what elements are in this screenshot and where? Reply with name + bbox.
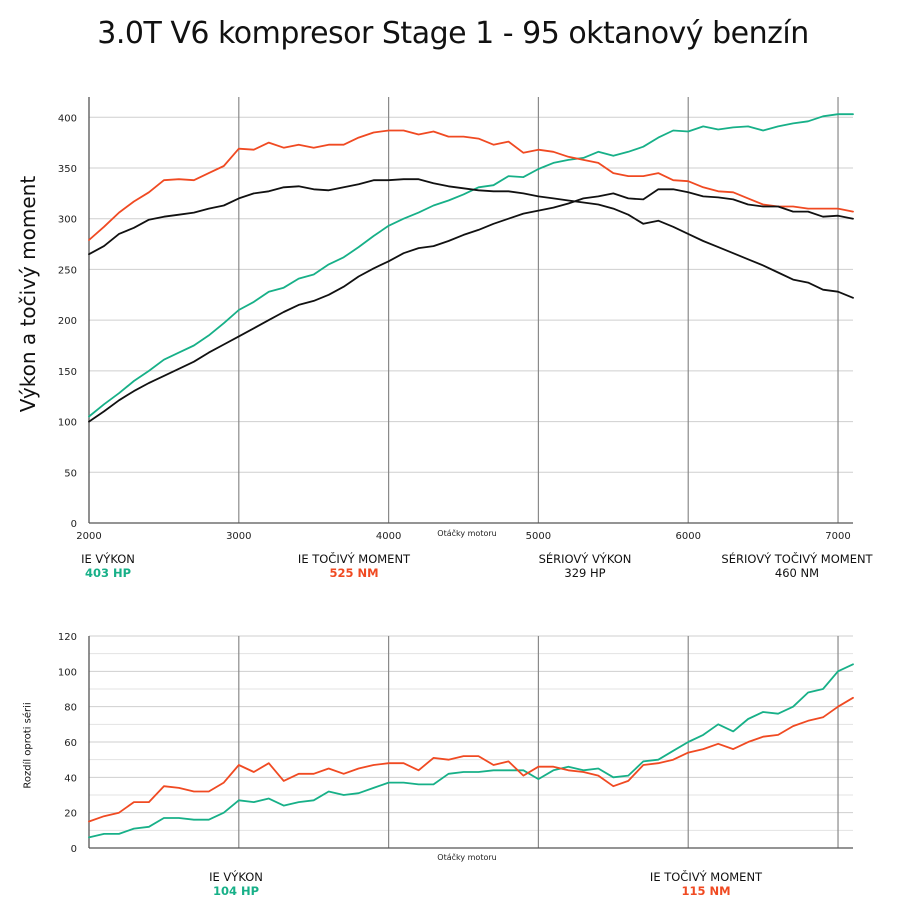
y-tick-label: 350: [58, 164, 77, 175]
legend-label: IE VÝKON: [209, 870, 263, 884]
x-tick-label: 6000: [675, 531, 700, 542]
bottom-chart-y-axis-label: Rozdíl oproti sérii: [22, 702, 34, 789]
series-line-1: [88, 113, 854, 418]
series-line-2: [88, 129, 854, 241]
y-tick-label: 300: [58, 215, 77, 226]
y-tick-label: 150: [58, 367, 77, 378]
y-tick-label: 250: [58, 265, 77, 276]
legend-label: IE VÝKON: [81, 552, 135, 566]
y-tick-label: 100: [58, 667, 77, 678]
series-line-4: [88, 178, 854, 299]
x-tick-label: 4000: [376, 531, 401, 542]
x-tick-label: 3000: [226, 531, 251, 542]
legend-top-ie-torque: IE TOČIVÝ MOMENT 525 NM: [274, 552, 434, 580]
x-axis-label: Otáčky motoru: [437, 528, 496, 538]
legend-top-ie-power: IE VÝKON 403 HP: [58, 552, 158, 580]
legend-label: IE TOČIVÝ MOMENT: [649, 870, 763, 884]
legend-label: IE TOČIVÝ MOMENT: [297, 552, 411, 566]
legend-value: 403 HP: [84, 566, 132, 580]
y-tick-label: 40: [64, 773, 77, 784]
legend-value: 104 HP: [212, 884, 260, 898]
x-tick-label: 2000: [76, 531, 101, 542]
y-tick-label: 20: [64, 809, 77, 820]
x-axis-label: Otáčky motoru: [437, 852, 496, 862]
y-tick-label: 100: [58, 418, 77, 429]
x-tick-label: 5000: [526, 531, 551, 542]
y-tick-label: 0: [71, 844, 77, 855]
x-tick-label: 7000: [825, 531, 850, 542]
series-line-1: [88, 663, 854, 839]
legend-value: 329 HP: [564, 566, 606, 580]
legend-label: SÉRIOVÝ VÝKON: [538, 552, 632, 566]
y-tick-label: 400: [58, 113, 77, 124]
y-tick-label: 50: [64, 468, 77, 479]
legend-value: 115 NM: [681, 884, 731, 898]
top-chart: 0 50 100 150 200 250 300 350 400 2000 3000 4000 5000…: [58, 97, 854, 542]
y-tick-label: 200: [58, 316, 77, 327]
page-title: 3.0T V6 kompresor Stage 1 - 95 oktanový …: [97, 16, 809, 51]
legend-bottom-ie-torque: IE TOČIVÝ MOMENT 115 NM: [626, 870, 786, 898]
legend-bottom-ie-power: IE VÝKON 104 HP: [186, 870, 286, 898]
y-tick-label: 0: [71, 519, 77, 530]
y-tick-label: 120: [58, 632, 77, 643]
series-line-3: [88, 188, 854, 423]
y-tick-label: 80: [64, 703, 77, 714]
y-tick-label: 60: [64, 738, 77, 749]
legend-top-stock-power: SÉRIOVÝ VÝKON 329 HP: [515, 552, 655, 580]
legend-value: 525 NM: [329, 566, 379, 580]
legend-top-stock-torque: SÉRIOVÝ TOČIVÝ MOMENT 460 NM: [716, 552, 878, 580]
legend-value: 460 NM: [774, 566, 820, 580]
series-line-2: [88, 696, 854, 823]
legend-label: SÉRIOVÝ TOČIVÝ MOMENT: [721, 552, 873, 566]
